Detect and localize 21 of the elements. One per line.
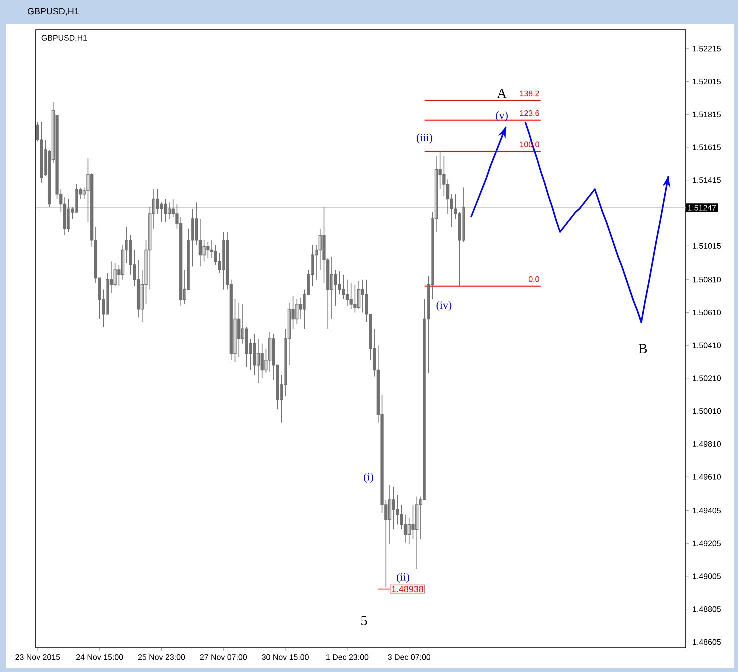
candlestick: [416, 496, 419, 570]
annotation: (iv): [436, 301, 452, 312]
annotation: (ii): [397, 573, 410, 584]
candlestick: [354, 284, 357, 314]
candlestick: [350, 282, 353, 310]
candlestick: [67, 198, 70, 233]
annotation: 5: [362, 616, 368, 626]
candlestick: [222, 232, 226, 290]
candlestick: [164, 198, 168, 223]
annotation: (iii): [416, 134, 432, 144]
candlestick: [358, 281, 361, 310]
annotation: A: [497, 89, 507, 98]
chart-title: GBPUSD,H1: [28, 8, 79, 16]
candlestick: [168, 202, 172, 220]
annotation: B: [638, 344, 648, 354]
annotation: (v): [496, 112, 508, 122]
candlestick: [346, 279, 350, 307]
annotation: (i): [364, 473, 374, 484]
candlestick: [206, 242, 210, 259]
candlestick: [40, 122, 44, 184]
annotation: 1.48938: [392, 586, 424, 592]
